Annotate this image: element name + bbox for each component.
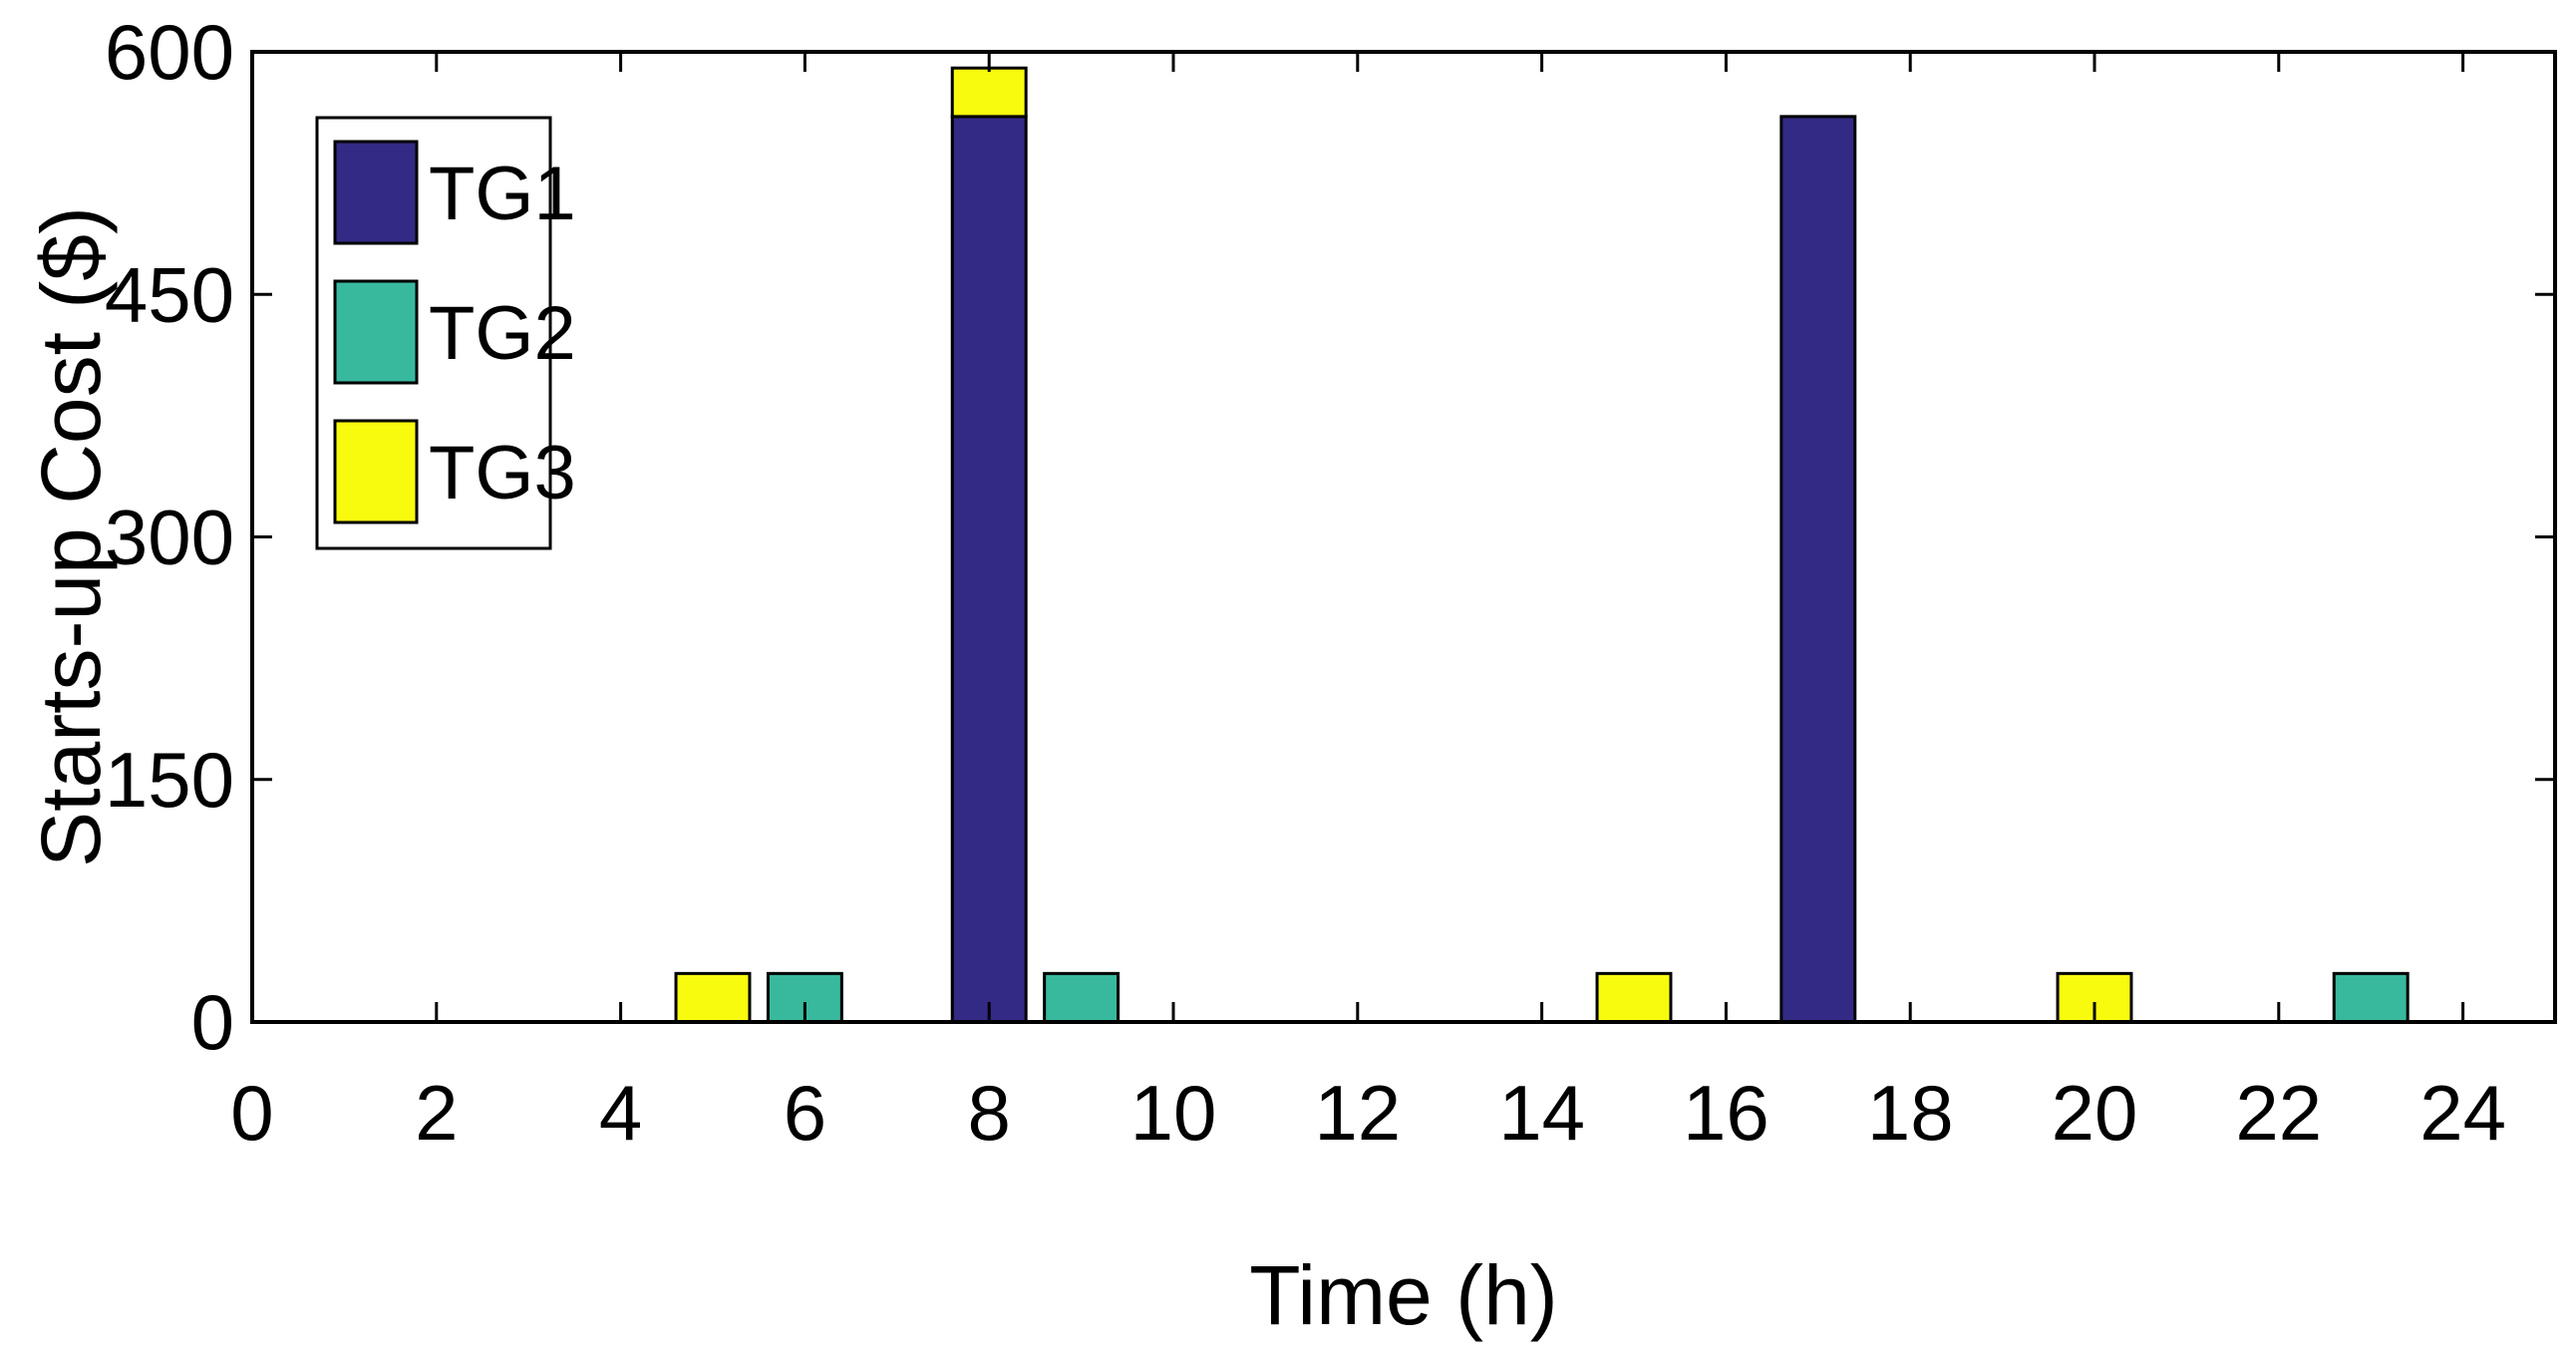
legend-label-tg2: TG2 — [429, 291, 576, 376]
bar-tg2-t23 — [2332, 971, 2410, 1024]
y-tick-label: 150 — [105, 736, 234, 824]
legend-label-tg3: TG3 — [429, 431, 576, 515]
y-tick-label: 0 — [191, 978, 234, 1066]
plot-frame — [250, 50, 2557, 1024]
x-axis-title: Time (h) — [1249, 1248, 1558, 1342]
legend-swatch-tg1 — [333, 140, 419, 245]
legend: TG1 TG2 TG3 — [315, 116, 576, 550]
y-tick-label: 600 — [105, 8, 234, 96]
x-tick-label: 8 — [968, 1069, 1011, 1157]
x-tick-label: 6 — [784, 1069, 826, 1157]
x-tick-label: 18 — [1867, 1069, 1954, 1157]
bar-tg3-t20 — [2056, 971, 2133, 1024]
y-tick-label: 300 — [105, 494, 234, 581]
bar-tg1-t8 — [950, 115, 1028, 1024]
legend-swatch-tg2 — [333, 279, 419, 385]
x-tick-label: 10 — [1130, 1069, 1217, 1157]
x-tick-label: 4 — [599, 1069, 642, 1157]
bar-tg2-t9 — [1043, 971, 1121, 1024]
y-axis-title: Starts-up Cost ($) — [24, 206, 118, 867]
x-tick-label: 24 — [2419, 1069, 2506, 1157]
bar-tg3-t8 — [950, 66, 1028, 119]
bar-tg3-t5 — [674, 971, 752, 1024]
bars-layer — [674, 66, 2410, 1024]
x-tick-label: 22 — [2235, 1069, 2322, 1157]
x-tick-label: 12 — [1314, 1069, 1401, 1157]
x-tick-label: 0 — [230, 1069, 273, 1157]
legend-swatch-tg3 — [333, 419, 419, 524]
legend-label-tg1: TG1 — [429, 152, 576, 236]
y-tick-label: 450 — [105, 250, 234, 338]
x-tick-label: 16 — [1683, 1069, 1770, 1157]
x-tick-label: 2 — [415, 1069, 458, 1157]
x-tick-label: 20 — [2052, 1069, 2138, 1157]
bar-tg3-t15 — [1595, 971, 1673, 1024]
bar-tg1-t17 — [1779, 115, 1857, 1024]
x-tick-label: 14 — [1498, 1069, 1585, 1157]
